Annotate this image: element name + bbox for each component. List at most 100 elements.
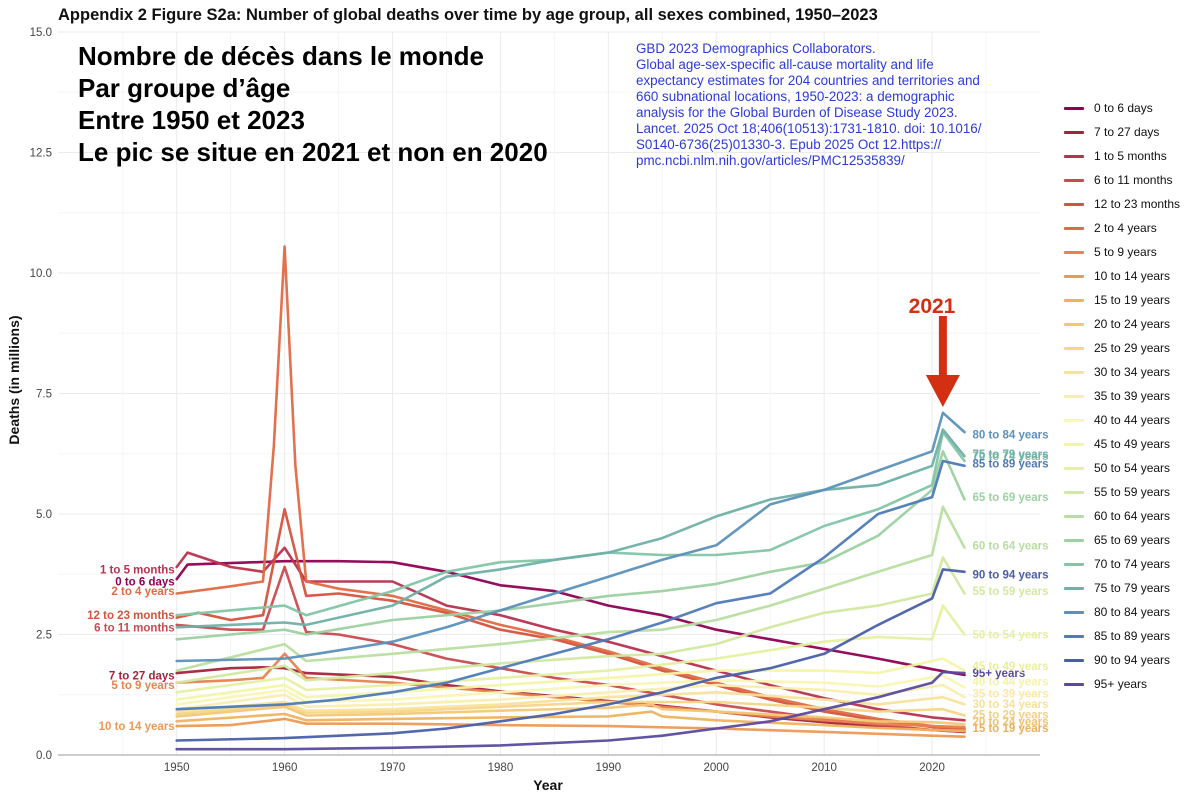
legend-item: 7 to 27 days bbox=[1064, 120, 1180, 144]
arrow-head bbox=[925, 375, 960, 407]
legend-swatch bbox=[1064, 274, 1084, 278]
x-tick-label: 1950 bbox=[164, 762, 190, 774]
legend-item: 60 to 64 years bbox=[1064, 504, 1180, 528]
legend-label: 30 to 34 years bbox=[1094, 365, 1171, 379]
legend-item: 25 to 29 years bbox=[1064, 336, 1180, 360]
legend-label: 5 to 9 years bbox=[1094, 245, 1157, 259]
arrow-2021 bbox=[925, 316, 960, 407]
left-series-label: 6 to 11 months bbox=[94, 622, 175, 634]
y-tick-label: 12.5 bbox=[30, 148, 52, 160]
right-series-label: 30 to 34 years bbox=[972, 699, 1048, 711]
legend-label: 10 to 14 years bbox=[1094, 269, 1171, 283]
legend-swatch bbox=[1064, 466, 1084, 470]
legend-swatch bbox=[1064, 490, 1084, 494]
overlay-heading: Nombre de décès dans le monde Par groupe… bbox=[78, 40, 548, 168]
right-series-label: 95+ years bbox=[972, 668, 1025, 680]
x-tick-label: 2010 bbox=[811, 762, 837, 774]
legend-label: 65 to 69 years bbox=[1094, 533, 1171, 547]
legend-label: 95+ years bbox=[1094, 677, 1148, 691]
legend-label: 0 to 6 days bbox=[1094, 101, 1153, 115]
series-line-20-to-24-years bbox=[175, 703, 966, 726]
legend-swatch bbox=[1064, 682, 1084, 686]
arrow-shaft bbox=[938, 316, 947, 378]
citation-line-5: analysis for the Global Burden of Diseas… bbox=[636, 105, 958, 120]
series-line-40-to-44-years bbox=[175, 674, 966, 706]
right-series-label: 25 to 29 years bbox=[972, 710, 1048, 722]
series-line-65-to-69-years bbox=[175, 449, 966, 641]
legend-item: 45 to 49 years bbox=[1064, 432, 1180, 456]
y-tick-label: 2.5 bbox=[36, 630, 52, 642]
legend-item: 5 to 9 years bbox=[1064, 240, 1180, 264]
right-series-label: 75 to 79 years bbox=[972, 449, 1048, 461]
series-line-15-to-19-years bbox=[175, 710, 966, 733]
left-series-labels: 0 to 6 days 7 to 27 days 1 to 5 months 6 to… bbox=[87, 564, 175, 733]
x-tick-label: 2020 bbox=[919, 762, 945, 774]
legend-label: 45 to 49 years bbox=[1094, 437, 1171, 451]
heading-line-3: Entre 1950 et 2023 bbox=[78, 105, 305, 135]
heading-line-4: Le pic se situe en 2021 et non en 2020 bbox=[78, 137, 548, 167]
right-series-label: 90 to 94 years bbox=[972, 569, 1048, 581]
series-line-10-to-14-years bbox=[175, 717, 966, 739]
legend-item: 12 to 23 months bbox=[1064, 192, 1180, 216]
legend-swatch bbox=[1064, 298, 1084, 302]
legend-item: 10 to 14 years bbox=[1064, 264, 1180, 288]
y-tick-label: 0.0 bbox=[36, 750, 52, 762]
right-series-label: 70 to 74 years bbox=[972, 451, 1048, 463]
left-series-label: 5 to 9 years bbox=[111, 680, 174, 692]
right-series-label: 35 to 39 years bbox=[972, 688, 1048, 700]
legend-item: 2 to 4 years bbox=[1064, 216, 1180, 240]
left-series-label: 7 to 27 days bbox=[109, 670, 175, 682]
series-line-85-to-89-years bbox=[175, 459, 966, 711]
left-series-label: 10 to 14 years bbox=[99, 721, 175, 733]
series-line-30-to-34-years bbox=[175, 690, 966, 713]
y-tick-label: 15.0 bbox=[30, 27, 52, 39]
citation-line-2: Global age-sex-specific all-cause mortal… bbox=[636, 57, 934, 72]
legend-swatch bbox=[1064, 418, 1084, 422]
right-series-label: 60 to 64 years bbox=[972, 540, 1048, 552]
y-tick-label: 7.5 bbox=[36, 389, 52, 401]
series-line-75-to-79-years bbox=[175, 428, 966, 629]
series-line-50-to-54-years bbox=[175, 604, 966, 694]
citation-line-4: 660 subnational locations, 1950-2023: a … bbox=[636, 89, 955, 104]
legend-label: 50 to 54 years bbox=[1094, 461, 1171, 475]
heading-line-1: Nombre de décès dans le monde bbox=[78, 41, 485, 71]
legend-label: 12 to 23 months bbox=[1094, 197, 1181, 211]
right-series-label: 65 to 69 years bbox=[972, 492, 1048, 504]
x-tick-label: 1970 bbox=[380, 762, 406, 774]
series-line-25-to-29-years bbox=[175, 700, 966, 717]
chart-title: Appendix 2 Figure S2a: Number of global … bbox=[58, 6, 878, 24]
x-tick-label: 2000 bbox=[703, 762, 729, 774]
right-series-label: 85 to 89 years bbox=[972, 458, 1048, 470]
legend-label: 20 to 24 years bbox=[1094, 317, 1171, 331]
legend-item: 80 to 84 years bbox=[1064, 600, 1180, 624]
legend-item: 1 to 5 months bbox=[1064, 144, 1180, 168]
y-tick-label: 5.0 bbox=[36, 509, 52, 521]
legend-swatch bbox=[1064, 226, 1084, 230]
series-line-12-to-23-months bbox=[175, 507, 966, 732]
legend-item: 40 to 44 years bbox=[1064, 408, 1180, 432]
legend-label: 1 to 5 months bbox=[1094, 149, 1167, 163]
x-tick-label: 1990 bbox=[596, 762, 622, 774]
legend-label: 25 to 29 years bbox=[1094, 341, 1171, 355]
legend-label: 75 to 79 years bbox=[1094, 581, 1171, 595]
series-line-95-years bbox=[175, 670, 966, 751]
legend-label: 35 to 39 years bbox=[1094, 389, 1171, 403]
legend-swatch bbox=[1064, 178, 1084, 182]
legend-item: 90 to 94 years bbox=[1064, 648, 1180, 672]
legend-label: 90 to 94 years bbox=[1094, 653, 1171, 667]
legend-label: 2 to 4 years bbox=[1094, 221, 1157, 235]
legend-item: 6 to 11 months bbox=[1064, 168, 1180, 192]
right-series-label: 40 to 44 years bbox=[972, 677, 1048, 689]
series-line-70-to-74-years bbox=[175, 430, 966, 617]
legend-swatch bbox=[1064, 154, 1084, 158]
legend-swatch bbox=[1064, 658, 1084, 662]
legend-swatch bbox=[1064, 610, 1084, 614]
legend-swatch bbox=[1064, 394, 1084, 398]
legend-swatch bbox=[1064, 514, 1084, 518]
series-lines bbox=[175, 245, 966, 751]
citation-line-6: Lancet. 2025 Oct 18;406(10513):1731-1810… bbox=[636, 121, 982, 136]
right-series-label: 15 to 19 years bbox=[972, 723, 1048, 735]
y-tick-label: 10.0 bbox=[30, 268, 52, 280]
legend-label: 15 to 19 years bbox=[1094, 293, 1171, 307]
